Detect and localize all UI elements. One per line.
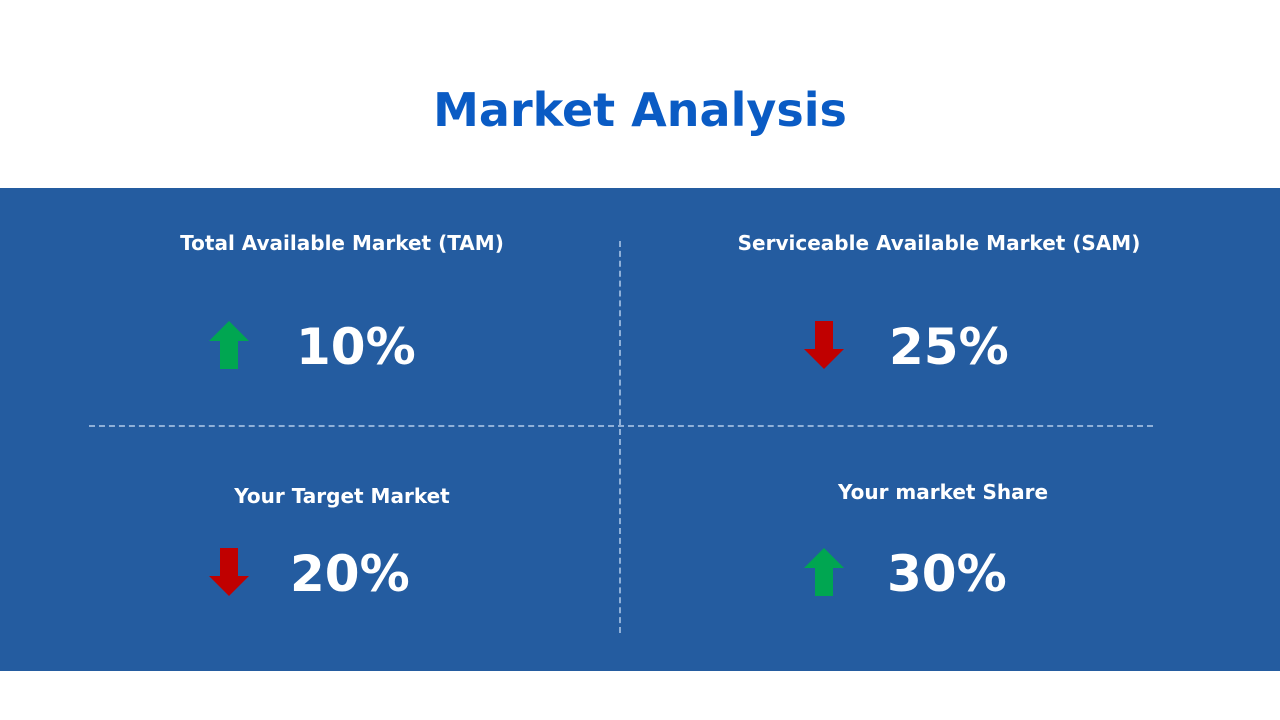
target-market-label: Your Target Market [234,484,450,508]
arrow-up-icon [209,321,249,369]
tam-label: Total Available Market (TAM) [180,231,504,255]
vertical-divider [619,241,621,633]
sam-label: Serviceable Available Market (SAM) [737,231,1141,255]
market-share-value: 30% [887,545,1007,603]
horizontal-divider [89,425,1153,427]
arrow-up-icon [804,548,844,596]
arrow-down-icon [209,548,249,596]
target-market-value: 20% [290,545,410,603]
slide-title: Market Analysis [433,83,847,137]
market-share-label: Your market Share [837,480,1049,504]
market-panel: Total Available Market (TAM) 10% Service… [0,188,1280,671]
arrow-down-icon [804,321,844,369]
tam-value: 10% [296,318,416,376]
sam-value: 25% [889,318,1009,376]
